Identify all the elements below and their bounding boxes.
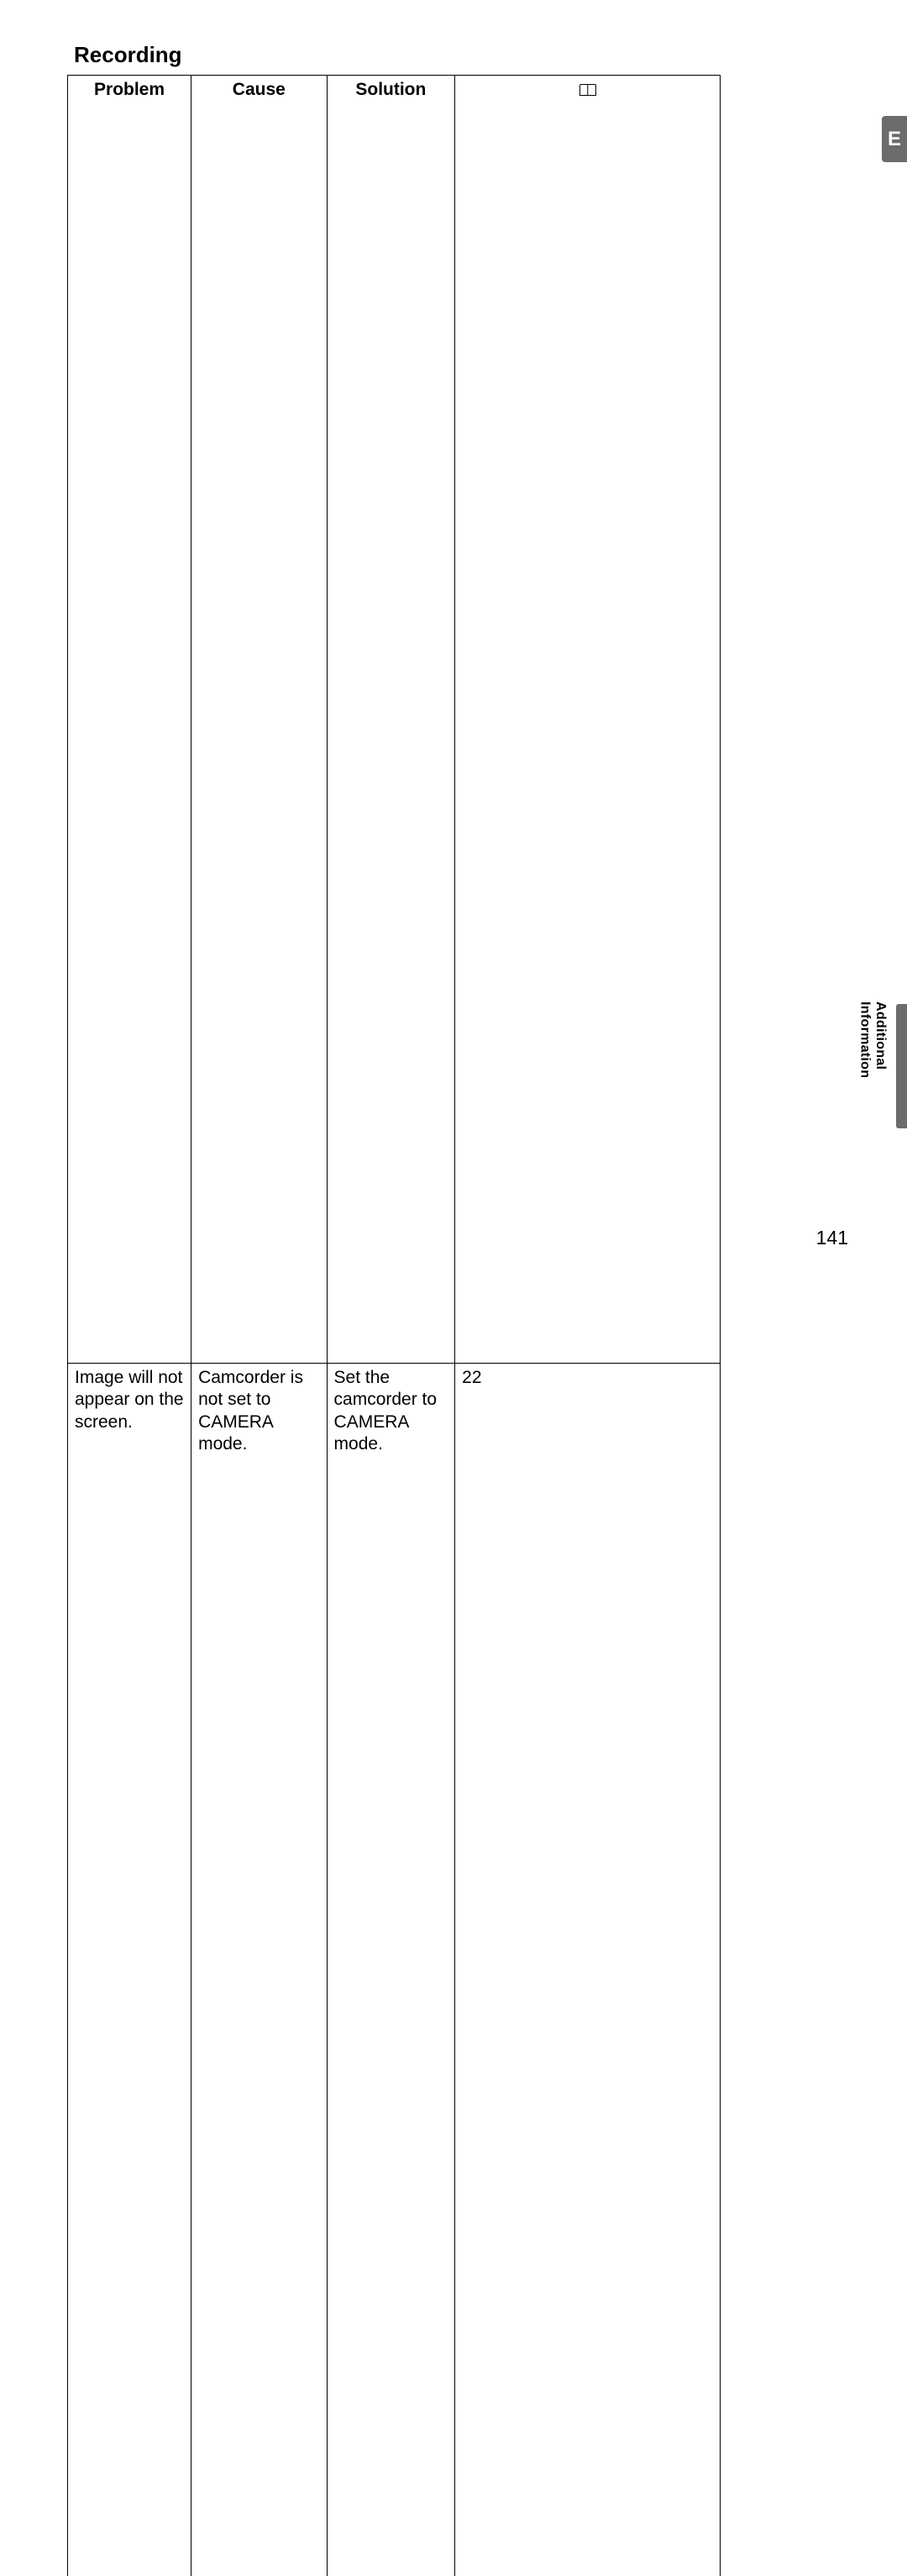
cell-page: 22 bbox=[455, 1364, 721, 2576]
col-solution: Solution bbox=[327, 76, 455, 1364]
cell-cause: Camcorder is not set to CAMERA mode. bbox=[191, 1364, 327, 2576]
troubleshooting-table: Problem Cause Solution Image will not ap… bbox=[67, 75, 721, 2576]
cell-solution: Set the camcorder to CAMERA mode. bbox=[327, 1364, 455, 2576]
book-icon bbox=[579, 84, 596, 96]
section-title: Recording bbox=[74, 42, 857, 68]
cell-problem: Image will not appear on the screen. bbox=[68, 1364, 191, 2576]
col-cause: Cause bbox=[191, 76, 327, 1364]
page-number: 141 bbox=[816, 1227, 848, 1249]
section-tab-bar bbox=[896, 1004, 907, 1128]
language-tab: E bbox=[882, 116, 907, 162]
section-tab-label: AdditionalInformation bbox=[857, 1001, 888, 1078]
table-row: Image will not appear on the screen. Cam… bbox=[68, 1364, 721, 2576]
col-page-ref bbox=[455, 76, 721, 1364]
col-problem: Problem bbox=[68, 76, 191, 1364]
